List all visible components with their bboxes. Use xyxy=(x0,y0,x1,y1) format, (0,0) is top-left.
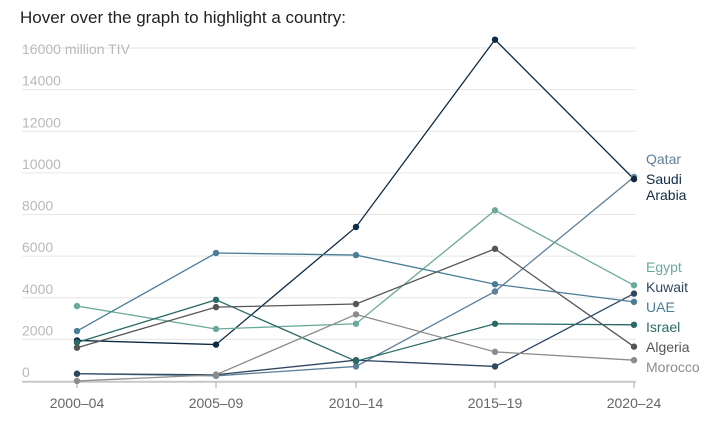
series-line-qatar[interactable] xyxy=(76,176,635,377)
x-axis-ticks: 2000–04 2005–09 2010–14 2015–19 2020–24 xyxy=(22,381,662,411)
data-point-morocco[interactable] xyxy=(630,356,638,364)
data-point-uae[interactable] xyxy=(73,327,81,335)
data-point-egypt[interactable] xyxy=(630,282,638,289)
series-label-kuwait[interactable]: Kuwait xyxy=(646,279,688,295)
chart-prompt: Hover over the graph to highlight a coun… xyxy=(20,8,347,27)
series-label-saudi-arabia[interactable]: Arabia xyxy=(646,187,687,203)
data-point-qatar[interactable] xyxy=(352,363,360,370)
y-tick-label: 6000 xyxy=(22,239,53,255)
data-point-morocco[interactable] xyxy=(352,311,360,318)
data-point-israel[interactable] xyxy=(73,339,81,346)
y-unit-label: 16000 million TIV xyxy=(22,41,131,57)
y-tick-label: 8000 xyxy=(22,198,53,214)
series-label-uae[interactable]: UAE xyxy=(646,299,675,315)
data-point-israel[interactable] xyxy=(212,296,220,304)
data-point-uae[interactable] xyxy=(212,249,220,257)
series-label-morocco[interactable]: Morocco xyxy=(646,359,700,375)
data-point-morocco[interactable] xyxy=(491,348,499,356)
data-point-saudi-arabia[interactable] xyxy=(352,223,360,231)
data-point-algeria[interactable] xyxy=(73,344,81,351)
x-tick-label: 2005–09 xyxy=(189,395,244,411)
data-point-morocco[interactable] xyxy=(73,377,81,385)
series-label-egypt[interactable]: Egypt xyxy=(646,259,682,275)
data-point-algeria[interactable] xyxy=(212,303,220,311)
x-tick-label: 2010–14 xyxy=(329,395,384,411)
series-label-qatar[interactable]: Qatar xyxy=(646,151,681,167)
data-point-kuwait[interactable] xyxy=(491,363,499,370)
data-point-saudi-arabia[interactable] xyxy=(212,341,220,348)
data-point-algeria[interactable] xyxy=(352,300,360,308)
y-axis-ticks: 0 2000 4000 6000 8000 10000 12000 14000 16000 mi… xyxy=(22,41,131,380)
series-lines[interactable] xyxy=(76,38,635,382)
data-point-morocco[interactable] xyxy=(212,371,220,378)
y-tick-label: 12000 xyxy=(22,114,61,130)
data-point-egypt[interactable] xyxy=(352,320,360,327)
data-point-israel[interactable] xyxy=(630,321,638,329)
data-point-israel[interactable] xyxy=(352,358,360,365)
series-label-saudi-arabia[interactable]: Saudi xyxy=(646,171,682,187)
data-point-saudi-arabia[interactable] xyxy=(630,175,638,183)
data-point-saudi-arabia[interactable] xyxy=(491,36,499,43)
data-point-qatar[interactable] xyxy=(491,288,499,295)
y-tick-label: 10000 xyxy=(22,156,61,172)
data-point-uae[interactable] xyxy=(630,298,638,306)
y-tick-label: 14000 xyxy=(22,73,61,89)
series-line-saudi-arabia[interactable] xyxy=(76,38,635,346)
series-line-israel[interactable] xyxy=(76,299,635,362)
x-tick-label: 2020–24 xyxy=(607,395,662,411)
x-tick-label: 2015–19 xyxy=(468,395,523,411)
data-point-algeria[interactable] xyxy=(491,245,499,253)
x-tick-label: 2000–04 xyxy=(50,395,105,411)
data-point-egypt[interactable] xyxy=(491,207,499,214)
data-point-uae[interactable] xyxy=(491,281,499,288)
data-point-kuwait[interactable] xyxy=(73,370,81,377)
series-label-algeria[interactable]: Algeria xyxy=(646,339,690,355)
y-tick-label: 4000 xyxy=(22,281,53,297)
series-points[interactable] xyxy=(73,36,638,385)
series-line-algeria[interactable] xyxy=(76,248,635,349)
y-tick-label: 0 xyxy=(22,364,30,380)
y-tick-label: 2000 xyxy=(22,322,53,338)
data-point-israel[interactable] xyxy=(491,320,499,327)
data-point-algeria[interactable] xyxy=(630,343,638,350)
data-point-uae[interactable] xyxy=(352,251,360,259)
data-point-kuwait[interactable] xyxy=(630,290,638,297)
data-point-egypt[interactable] xyxy=(73,302,81,310)
series-label-israel[interactable]: Israel xyxy=(646,319,680,335)
gridlines xyxy=(22,47,636,382)
data-point-egypt[interactable] xyxy=(212,325,220,333)
